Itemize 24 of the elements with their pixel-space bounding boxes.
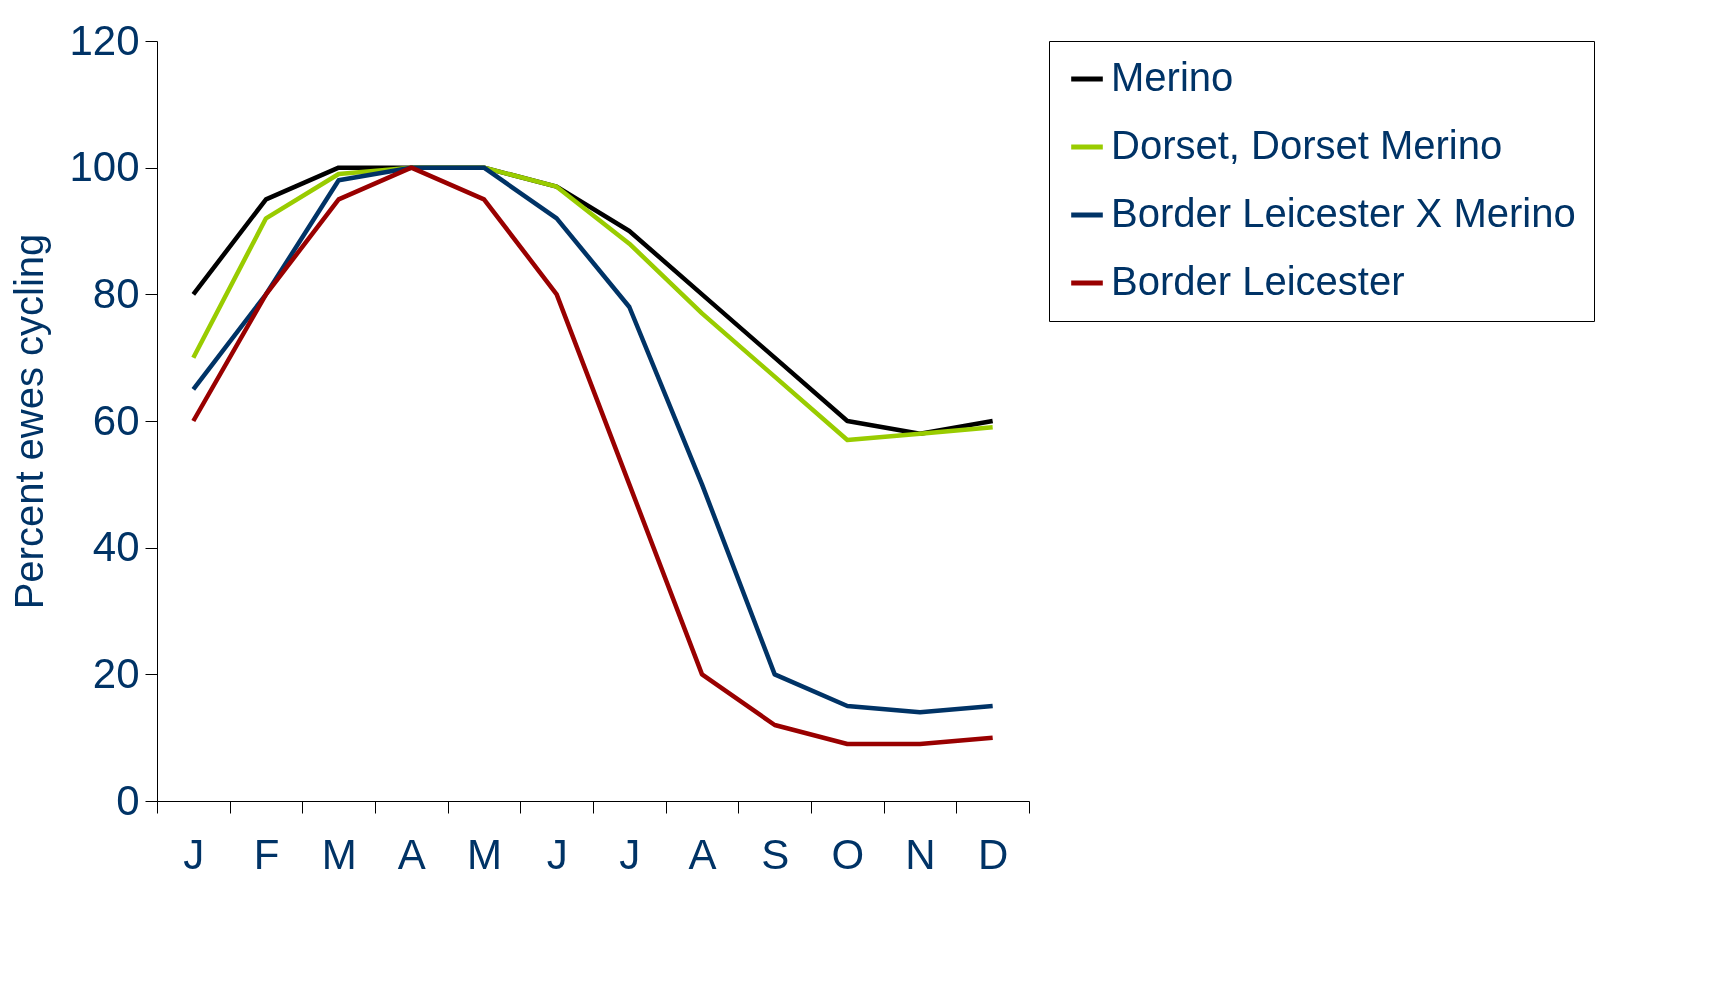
x-tick-label: M (321, 830, 357, 878)
x-tick-label: J (183, 830, 205, 878)
y-axis-title: Percent ewes cycling (7, 233, 52, 610)
legend-label: Dorset, Dorset Merino (1111, 123, 1503, 167)
y-tick-label: 20 (92, 649, 140, 697)
x-tick-label: O (831, 830, 865, 878)
legend-label: Border Leicester (1111, 259, 1405, 303)
x-tick-label: A (397, 830, 426, 878)
x-tick-label: D (977, 830, 1009, 878)
x-tick-label: N (905, 830, 936, 878)
y-tick-label: 40 (92, 523, 140, 571)
x-tick-label: A (688, 830, 717, 878)
x-tick-label: J (546, 830, 568, 878)
x-tick-label: J (619, 830, 641, 878)
x-tick-label: F (253, 830, 280, 878)
y-tick-label: 60 (92, 396, 140, 444)
y-tick-label: 100 (69, 143, 140, 191)
legend-label: Merino (1111, 55, 1234, 99)
legend-label: Border Leicester X Merino (1111, 191, 1576, 235)
x-tick-label: S (761, 830, 790, 878)
x-tick-label: M (467, 830, 502, 878)
y-tick-label: 80 (92, 269, 140, 317)
y-tick-label: 0 (116, 776, 140, 824)
y-tick-label: 120 (69, 16, 140, 64)
